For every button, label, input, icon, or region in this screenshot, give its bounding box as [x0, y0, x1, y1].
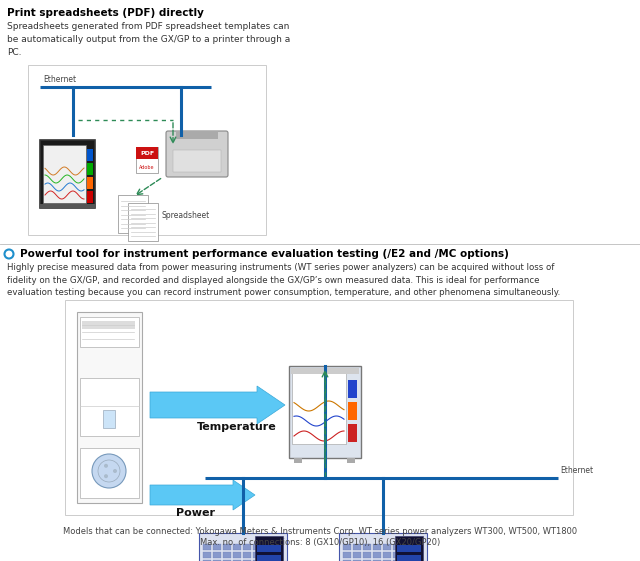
Bar	[294, 458, 302, 463]
Bar	[255, 536, 283, 561]
Circle shape	[4, 250, 13, 259]
Bar	[203, 560, 211, 561]
Bar	[363, 560, 371, 561]
Bar	[363, 544, 371, 550]
Bar	[393, 560, 401, 561]
Bar	[343, 544, 351, 550]
Bar	[373, 552, 381, 558]
Bar	[383, 552, 391, 558]
Bar	[243, 544, 251, 550]
Circle shape	[104, 474, 108, 478]
Bar	[65, 300, 573, 515]
Bar	[253, 552, 261, 558]
Bar	[353, 544, 361, 550]
Text: Highly precise measured data from power measuring instruments (WT series power a: Highly precise measured data from power …	[7, 263, 560, 297]
Bar	[80, 378, 139, 436]
Bar	[136, 147, 158, 173]
Bar	[395, 536, 423, 561]
Bar	[253, 544, 261, 550]
Bar	[223, 544, 231, 550]
Bar	[87, 163, 93, 175]
Circle shape	[92, 454, 126, 488]
Bar	[393, 552, 401, 558]
Bar	[233, 544, 241, 550]
Bar	[257, 545, 281, 552]
Bar	[43, 145, 86, 203]
Bar	[339, 533, 427, 561]
Bar	[291, 368, 359, 374]
Bar	[363, 552, 371, 558]
Bar	[289, 366, 361, 458]
Bar	[347, 458, 355, 463]
Bar	[199, 533, 287, 561]
Bar	[213, 544, 221, 550]
Bar	[353, 560, 361, 561]
Circle shape	[104, 464, 108, 468]
Bar	[292, 372, 346, 444]
Bar	[82, 321, 135, 329]
Bar	[173, 150, 221, 172]
Bar	[373, 560, 381, 561]
Bar	[136, 147, 158, 159]
FancyBboxPatch shape	[166, 131, 228, 177]
Circle shape	[113, 469, 117, 473]
Bar	[77, 312, 142, 503]
Bar	[348, 402, 357, 420]
FancyArrow shape	[150, 480, 255, 510]
Bar	[203, 552, 211, 558]
Bar	[233, 552, 241, 558]
Bar	[253, 560, 261, 561]
Text: Temperature: Temperature	[197, 422, 277, 432]
Bar	[87, 149, 93, 161]
Bar	[243, 552, 251, 558]
Text: Spreadsheets generated from PDF spreadsheet templates can
be automatically outpu: Spreadsheets generated from PDF spreadsh…	[7, 22, 291, 57]
Bar	[28, 65, 266, 235]
Bar	[393, 544, 401, 550]
Text: Ethernet: Ethernet	[43, 75, 76, 84]
Bar	[176, 131, 218, 139]
Text: Spreadsheet: Spreadsheet	[162, 210, 211, 219]
FancyArrow shape	[150, 386, 285, 424]
Bar	[257, 555, 281, 561]
Bar	[353, 552, 361, 558]
Bar	[343, 552, 351, 558]
Bar	[213, 552, 221, 558]
Bar	[103, 410, 115, 428]
Bar	[373, 544, 381, 550]
Bar	[223, 552, 231, 558]
Bar	[383, 544, 391, 550]
Text: Models that can be connected: Yokogawa Meters & Instruments Corp. WT series powe: Models that can be connected: Yokogawa M…	[63, 527, 577, 536]
Bar	[87, 177, 93, 189]
Bar	[213, 560, 221, 561]
Bar	[383, 560, 391, 561]
Bar	[223, 560, 231, 561]
Bar	[243, 560, 251, 561]
Text: Powerful tool for instrument performance evaluation testing (/E2 and /MC options: Powerful tool for instrument performance…	[20, 249, 509, 259]
Bar	[233, 560, 241, 561]
Bar	[348, 424, 357, 442]
Bar	[397, 545, 421, 552]
Bar	[40, 204, 95, 208]
Text: PDF: PDF	[140, 150, 154, 155]
Text: Power: Power	[176, 508, 215, 518]
Text: Print spreadsheets (PDF) directly: Print spreadsheets (PDF) directly	[7, 8, 204, 18]
Bar	[87, 191, 93, 203]
Bar	[80, 317, 139, 347]
Bar	[40, 140, 95, 208]
Bar	[348, 380, 357, 398]
Text: Max. no. of connections: 8 (GX10/GP10), 16 (GX20/GP20): Max. no. of connections: 8 (GX10/GP10), …	[200, 538, 440, 547]
Bar	[397, 555, 421, 561]
Bar	[203, 544, 211, 550]
Text: Adobe: Adobe	[140, 164, 155, 169]
Bar	[118, 195, 148, 233]
Bar	[343, 560, 351, 561]
Bar	[128, 203, 158, 241]
Bar	[80, 448, 139, 498]
Text: Ethernet: Ethernet	[560, 466, 593, 475]
